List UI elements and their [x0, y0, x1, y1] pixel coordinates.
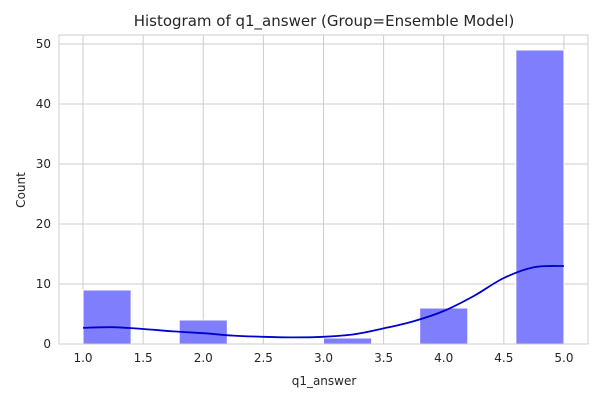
y-tick-label-3: 30	[36, 157, 51, 171]
x-tick-label-5: 3.5	[374, 351, 393, 365]
x-tick-label-1: 1.5	[134, 351, 153, 365]
y-axis-label: Count	[14, 172, 28, 208]
x-axis-label: q1_answer	[292, 374, 357, 388]
kde-curve	[83, 265, 564, 339]
histogram-bar-5	[323, 337, 373, 345]
y-tick-label-0: 0	[43, 337, 51, 351]
y-tick-label-2: 20	[36, 217, 51, 231]
chart-title: Histogram of q1_answer (Group=Ensemble M…	[134, 12, 515, 31]
grid-layer	[59, 35, 588, 345]
x-tick-label-4: 3.0	[314, 351, 333, 365]
x-tick-label-2: 2.0	[194, 351, 213, 365]
y-tick-label-5: 50	[36, 37, 51, 51]
histogram-bar-7	[419, 307, 469, 345]
x-tick-label-6: 4.0	[434, 351, 453, 365]
histogram-bar-0	[82, 289, 132, 345]
y-tick-label-4: 40	[36, 97, 51, 111]
histogram-bar-2	[178, 319, 228, 345]
y-tick-labels: 0 10 20 30 40 50	[36, 37, 51, 351]
x-tick-label-3: 2.5	[254, 351, 273, 365]
plot-frame	[58, 34, 589, 345]
x-tick-labels: 1.0 1.5 2.0 2.5 3.0 3.5 4.0 4.5 5.0	[73, 351, 573, 365]
x-tick-label-7: 4.5	[494, 351, 513, 365]
bar-layer	[82, 49, 565, 345]
x-tick-label-0: 1.0	[73, 351, 92, 365]
y-tick-label-1: 10	[36, 277, 51, 291]
histogram-bar-9	[515, 49, 565, 345]
x-tick-label-8: 5.0	[554, 351, 573, 365]
